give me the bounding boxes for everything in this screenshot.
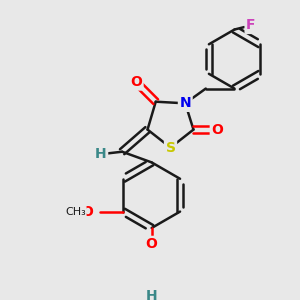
Text: N: N (179, 96, 191, 110)
Text: H: H (146, 289, 158, 300)
Text: H: H (95, 147, 106, 161)
Text: CH₃: CH₃ (65, 207, 86, 217)
Text: O: O (211, 123, 223, 136)
Text: O: O (130, 75, 142, 89)
Text: F: F (246, 18, 256, 32)
Text: S: S (166, 141, 176, 154)
Text: O: O (81, 205, 93, 219)
Text: O: O (146, 237, 158, 251)
